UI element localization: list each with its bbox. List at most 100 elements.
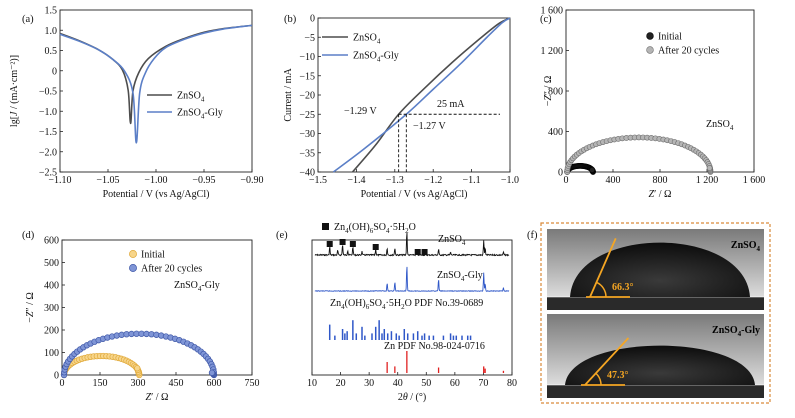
x-axis-label: Z′ / Ω — [649, 189, 672, 200]
x-tick-label: 10 — [307, 378, 317, 389]
tangent-line — [589, 238, 617, 298]
x-tick-label: 20 — [336, 378, 346, 389]
x-tick-label: 40 — [393, 378, 403, 389]
y-tick-label: −2.0 — [39, 147, 57, 158]
y-tick-label: 100 — [44, 348, 59, 359]
contact-angle-value: 66.3° — [612, 282, 634, 293]
y-tick-label: 0 — [52, 66, 57, 77]
panel-letter-e: (e) — [276, 230, 288, 241]
y-tick-label: 200 — [44, 326, 59, 337]
series-line-znso4-gly — [59, 24, 253, 144]
x-tick-label: −1.0 — [501, 175, 519, 186]
trace-label-znso4-gly: ZnSO4​-Gly — [437, 270, 483, 283]
x-tick-label: −1.2 — [424, 175, 442, 186]
series-line-znso4 — [351, 17, 511, 173]
legend-marker — [646, 46, 654, 54]
x-tick-label: 70 — [478, 378, 488, 389]
y-axis-label: −Z″ / Ω — [25, 292, 36, 323]
y-tick-label: 500 — [44, 258, 59, 269]
point-after-20-cycles — [208, 369, 216, 376]
panel-c-eis-znso4: (c) 0 400 800 1 200 1 600 0 400 800 1 200 1 600 Z′… — [540, 6, 765, 201]
y-tick-label: −10 — [299, 52, 315, 63]
photo-label: ZnSO4​ — [731, 240, 761, 253]
x-tick-label: 80 — [507, 378, 517, 389]
plot-frame — [317, 17, 511, 173]
x-tick-label: −0.90 — [240, 175, 263, 186]
y-axis-label: −Z″ / Ω — [543, 76, 554, 107]
point-initial — [589, 167, 595, 173]
y-axis-label: Current / mA — [283, 68, 294, 122]
x-tick-label: −1.4 — [347, 175, 365, 186]
x-tick-label: 1 200 — [696, 175, 719, 186]
phase-marker — [421, 249, 428, 255]
y-tick-label: 1.0 — [45, 26, 58, 37]
panel-letter-d: (d) — [22, 230, 35, 241]
contact-angle-value: 47.3° — [607, 370, 629, 381]
legend-marker — [129, 264, 137, 272]
droplet — [570, 242, 750, 297]
x-tick-label: 800 — [653, 175, 668, 186]
legend-label: After 20 cycles — [141, 264, 202, 275]
angle-arc — [596, 281, 607, 298]
annotation-electrolyte: ZnSO4​ — [706, 119, 734, 132]
xrd-trace-znso4 — [314, 232, 510, 257]
panel-letter-f: (f) — [527, 230, 538, 241]
phase-marker — [339, 239, 346, 245]
legend-marker — [646, 32, 654, 40]
panel-b-lsv: (b) −1.5 −1.4 −1.3 −1.2 −1.1 −1.0 −40 −35 −30 −25… — [283, 14, 519, 201]
y-tick-label: −0.5 — [39, 87, 57, 98]
y-tick-label: 600 — [44, 236, 59, 247]
current-label: 25 mA — [437, 99, 465, 110]
legend-b: ZnSO4​ ZnSO4​-Gly — [322, 33, 399, 64]
substrate — [547, 385, 764, 398]
photo-frame — [540, 222, 771, 404]
x-tick-label: 400 — [606, 175, 621, 186]
trace-label-zn-pdf: Zn PDF No.98-024-0716 — [384, 341, 485, 352]
substrate — [547, 297, 764, 310]
panel-e-xrd: (e) 10 20 30 40 50 60 70 80 2θ / (°) Zn4​(OH)6​SO… — [276, 222, 517, 403]
legend-square-marker — [322, 223, 329, 230]
plot-frame — [311, 239, 513, 376]
y-tick-label: 0 — [54, 371, 59, 382]
y-tick-label: 0.5 — [45, 46, 58, 57]
y-tick-label: −25 — [299, 110, 315, 121]
xrd-trace-znso4-gly — [314, 266, 510, 292]
point-after-20-cycles — [706, 165, 713, 171]
legend-label: ZnSO4​ — [177, 91, 205, 104]
series-line-znso4-gly — [332, 17, 511, 173]
x-tick-label: 300 — [131, 378, 146, 389]
plot-frame — [59, 9, 253, 173]
legend-label: Initial — [141, 250, 165, 261]
legend-label: ZnSO4​-Gly — [353, 51, 399, 64]
legend-marker-label: Zn4​(OH)6​SO4​·5H2​O — [334, 222, 416, 235]
x-axis-label: Potential / V (vs Ag/AgCl) — [103, 189, 210, 200]
y-tick-label: −5 — [304, 33, 315, 44]
panel-f-contact-angle: (f) 66.3° ZnSO4​ 47.3° ZnSO4​-Gly — [527, 222, 771, 404]
annotation-electrolyte: ZnSO4​-Gly — [174, 280, 220, 293]
point-initial — [134, 365, 141, 372]
phase-marker — [349, 241, 356, 247]
x-tick-label: −1.10 — [48, 175, 71, 186]
x-tick-label: −1.1 — [463, 175, 481, 186]
x-tick-label: 150 — [93, 378, 108, 389]
panel-a-polarization: (a) −1.10 −1.05 −1.00 −0.95 −0.90−2.5−2.0−1.… — [9, 6, 264, 201]
x-axis-label: Z′ / Ω — [146, 392, 169, 403]
tangent-line — [584, 337, 630, 386]
legend-label: Initial — [658, 32, 682, 43]
legend-a: ZnSO4​ ZnSO4​-Gly — [147, 91, 223, 121]
x-tick-label: 50 — [421, 378, 431, 389]
phase-marker — [414, 249, 421, 255]
x-tick-label: 30 — [364, 378, 374, 389]
x-tick-label: −0.95 — [192, 175, 215, 186]
x-axis-label: Potential / V (vs Ag/AgCl) — [361, 189, 468, 200]
series-line-znso4 — [59, 24, 253, 125]
legend-label: ZnSO4​-Gly — [177, 108, 223, 121]
panel-d-eis-gly: (d) 0 150 300 450 600 750 0 100 200 300 400 500 600 Z… — [22, 230, 260, 403]
y-tick-label: −35 — [299, 148, 315, 159]
y-tick-label: 0 — [310, 14, 315, 25]
x-tick-label: 750 — [245, 378, 260, 389]
legend-marker — [129, 250, 137, 258]
y-tick-label: −2.5 — [39, 168, 57, 179]
phase-marker — [326, 241, 333, 247]
panel-letter-c: (c) — [540, 14, 552, 25]
